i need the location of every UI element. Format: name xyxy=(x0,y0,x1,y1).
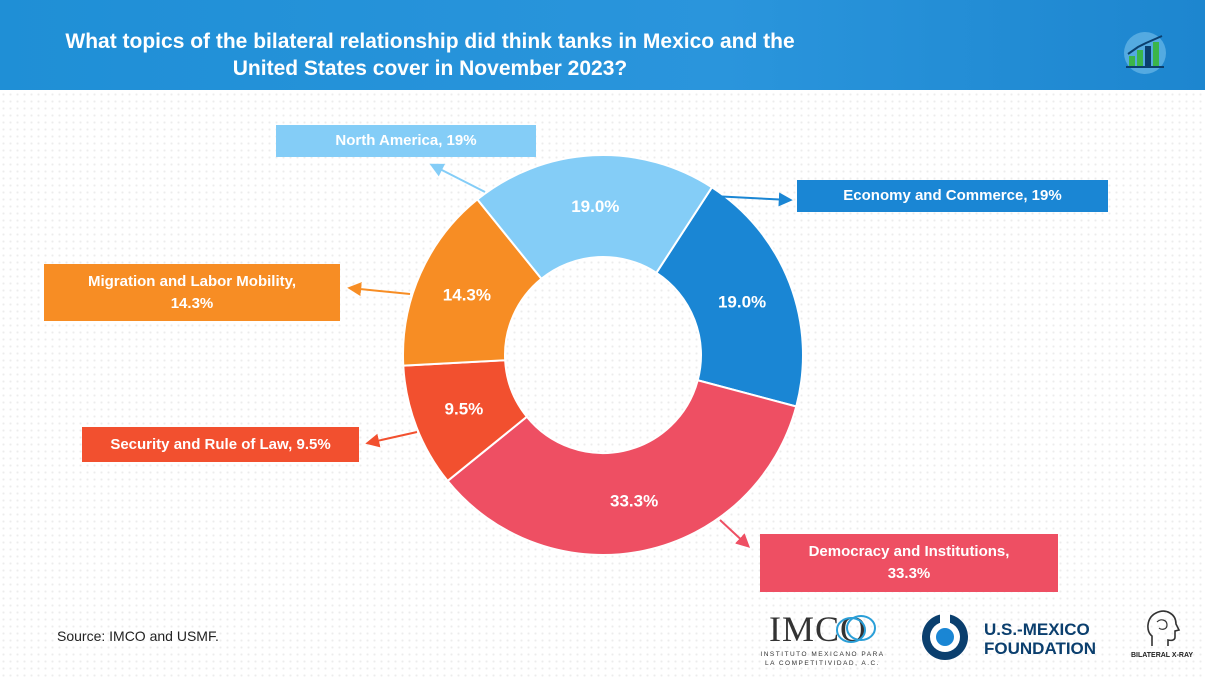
bar-chart-logo-icon xyxy=(1124,32,1166,74)
imco-subtitle-line-1: INSTITUTO MEXICANO PARA xyxy=(760,651,885,658)
arrow-north-america xyxy=(429,163,486,193)
callout-democracy: Democracy and Institutions, 33.3% xyxy=(760,534,1058,592)
donut-value-labels: 19.0% 33.3% 9.5% 14.3% 19.0% xyxy=(443,197,766,511)
bilateral-xray-logo: BILATERAL X-RAY xyxy=(1122,608,1202,670)
slice-democracy-and-institutions xyxy=(446,379,798,556)
callout-democracy-line-1: Democracy and Institutions, xyxy=(808,543,1010,560)
page-title: What topics of the bilateral relationshi… xyxy=(0,28,860,82)
callout-migration-line-1: Migration and Labor Mobility, xyxy=(87,272,297,290)
slice-migration-and-labor-mobility xyxy=(402,197,543,367)
slice-value-label: 19.0% xyxy=(718,293,766,312)
usmf-logo: U.S.-MEXICO FOUNDATION xyxy=(920,612,1105,664)
head-profile-icon xyxy=(1147,610,1181,646)
bilateral-xray-text: BILATERAL X-RAY xyxy=(1130,652,1194,659)
callout-democracy-line-2: 33.3% xyxy=(887,565,931,582)
slice-north-america xyxy=(475,154,714,281)
usmf-emblem-icon xyxy=(922,612,968,660)
imco-subtitle: INSTITUTO MEXICANO PARA LA COMPETITIVIDA… xyxy=(755,650,890,668)
slice-economy-and-commerce xyxy=(654,185,804,408)
callout-migration-line-2: 14.3% xyxy=(170,294,214,312)
source-note: Source: IMCO and USMF. xyxy=(57,628,219,644)
arrow-economy xyxy=(711,192,793,207)
title-line-2: United States cover in November 2023? xyxy=(232,57,628,80)
imco-logo: IMCO INSTITUTO MEXICANO PARA LA COMPETIT… xyxy=(755,606,890,670)
arrow-migration xyxy=(347,282,411,297)
slice-value-label: 19.0% xyxy=(571,197,619,216)
usmf-line-2: FOUNDATION xyxy=(984,639,1097,658)
slice-value-label: 14.3% xyxy=(443,285,491,304)
arrow-security xyxy=(365,431,418,448)
usmf-line-1: U.S.-MEXICO xyxy=(984,620,1090,639)
callout-arrows xyxy=(347,163,793,548)
donut-slices xyxy=(402,154,804,556)
slice-value-label: 33.3% xyxy=(610,492,658,511)
imco-rings-icon xyxy=(836,615,876,643)
callout-north-america: North America, 19% xyxy=(276,125,536,157)
slice-value-label: 9.5% xyxy=(445,399,484,418)
callout-economy: Economy and Commerce, 19% xyxy=(797,180,1108,212)
callout-economy-text: Economy and Commerce, 19% xyxy=(843,187,1062,204)
header-bar: What topics of the bilateral relationshi… xyxy=(0,0,1205,90)
imco-subtitle-line-2: LA COMPETITIVIDAD, A.C. xyxy=(764,660,881,667)
arrow-democracy xyxy=(719,519,751,548)
title-line-1: What topics of the bilateral relationshi… xyxy=(65,30,795,53)
callout-security: Security and Rule of Law, 9.5% xyxy=(82,427,359,462)
callout-security-text: Security and Rule of Law, 9.5% xyxy=(110,435,331,453)
usmf-logo-text: U.S.-MEXICO FOUNDATION xyxy=(984,620,1096,658)
callout-migration: Migration and Labor Mobility, 14.3% xyxy=(44,264,340,321)
callout-north-america-text: North America, 19% xyxy=(335,132,477,149)
